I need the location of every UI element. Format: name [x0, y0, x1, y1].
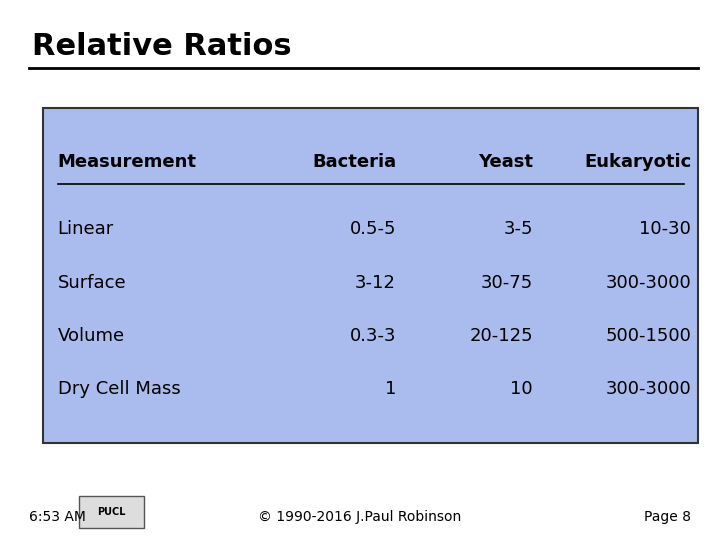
- Text: 3-12: 3-12: [355, 274, 396, 292]
- Text: Page 8: Page 8: [644, 510, 691, 524]
- Text: Eukaryotic: Eukaryotic: [584, 153, 691, 171]
- Text: © 1990-2016 J.Paul Robinson: © 1990-2016 J.Paul Robinson: [258, 510, 462, 524]
- Text: Relative Ratios: Relative Ratios: [32, 32, 292, 62]
- Text: 10-30: 10-30: [639, 220, 691, 238]
- Text: Bacteria: Bacteria: [312, 153, 396, 171]
- Text: 3-5: 3-5: [503, 220, 533, 238]
- Text: 10: 10: [510, 380, 533, 399]
- Text: 500-1500: 500-1500: [606, 327, 691, 345]
- Text: Surface: Surface: [58, 274, 126, 292]
- Text: PUCL: PUCL: [97, 507, 126, 517]
- Text: 300-3000: 300-3000: [606, 274, 691, 292]
- Text: Dry Cell Mass: Dry Cell Mass: [58, 380, 180, 399]
- Text: 300-3000: 300-3000: [606, 380, 691, 399]
- Text: Volume: Volume: [58, 327, 125, 345]
- Text: Linear: Linear: [58, 220, 114, 238]
- Text: 20-125: 20-125: [469, 327, 533, 345]
- Text: 0.3-3: 0.3-3: [349, 327, 396, 345]
- Text: 30-75: 30-75: [480, 274, 533, 292]
- Text: Measurement: Measurement: [58, 153, 197, 171]
- Text: Yeast: Yeast: [478, 153, 533, 171]
- FancyBboxPatch shape: [43, 108, 698, 443]
- Text: 1: 1: [384, 380, 396, 399]
- FancyBboxPatch shape: [79, 496, 144, 528]
- Text: 6:53 AM: 6:53 AM: [29, 510, 86, 524]
- Text: 0.5-5: 0.5-5: [349, 220, 396, 238]
